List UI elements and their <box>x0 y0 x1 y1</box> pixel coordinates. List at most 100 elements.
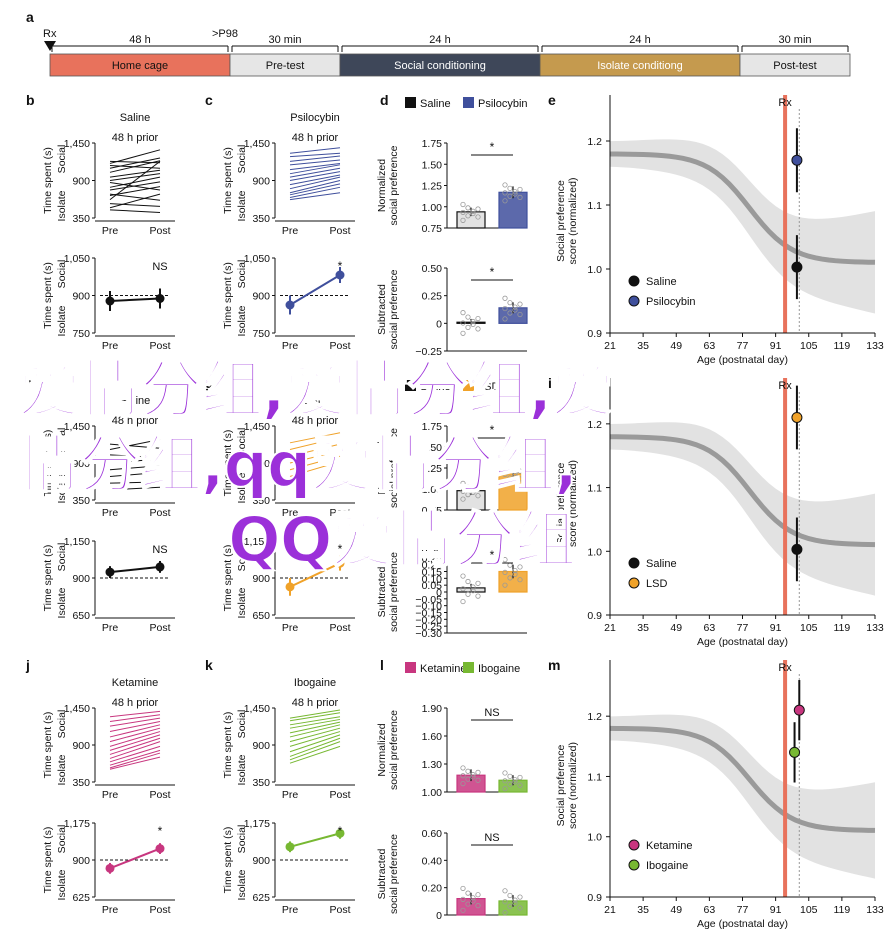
y-tick-label: 1,450 <box>64 138 90 150</box>
x-tick-label: Pre <box>102 789 119 801</box>
subject-line <box>289 171 341 181</box>
y-axis-social-label: Social <box>236 428 248 457</box>
data-point <box>465 324 471 330</box>
mean-line <box>109 297 161 302</box>
data-point <box>470 321 476 328</box>
panel-letter: h <box>380 375 389 391</box>
legend-label: Ibogaine <box>646 860 688 872</box>
y-tick-label: 1.75 <box>422 138 443 150</box>
subject-line <box>289 180 341 194</box>
x-tick-label: 21 <box>604 340 616 352</box>
data-point <box>502 770 508 776</box>
subject-line <box>289 721 341 734</box>
mean-point <box>335 270 345 280</box>
data-point <box>470 210 476 217</box>
x-tick-label: 133 <box>866 904 884 916</box>
significance-label: NS <box>484 832 499 844</box>
y-tick-label: 350 <box>252 777 270 789</box>
y-tick-label: 1.2 <box>587 136 602 148</box>
y-tick-label: 350 <box>252 213 270 225</box>
y-tick-label: 1.25 <box>422 463 443 475</box>
y-axis-social-label: Social <box>236 825 248 854</box>
data-point <box>465 484 471 490</box>
data-point <box>507 781 513 787</box>
x-tick-label: 119 <box>834 622 851 634</box>
y-tick-label: 1,150 <box>244 536 270 548</box>
data-point <box>791 154 803 166</box>
subject-line <box>289 147 341 154</box>
data-point <box>502 569 508 576</box>
subject-line <box>289 737 341 757</box>
y-axis-label: Normalized <box>376 159 388 212</box>
x-tick-label: Post <box>329 789 350 801</box>
x-tick-label: 119 <box>834 904 851 916</box>
significance-label: NS <box>152 261 167 273</box>
y-tick-label: 0.9 <box>587 328 602 340</box>
data-point <box>512 189 518 195</box>
data-point <box>507 193 513 199</box>
significance-label: * <box>490 423 495 437</box>
data-point <box>470 318 476 325</box>
mean-point <box>155 844 165 854</box>
mean-point <box>285 582 295 592</box>
subject-line <box>289 176 341 190</box>
subject-line <box>109 481 161 484</box>
subject-line <box>289 164 341 175</box>
data-point <box>517 476 523 482</box>
y-axis-social-label: Social <box>56 543 68 572</box>
data-point <box>475 315 481 322</box>
data-point <box>460 907 466 913</box>
subject-line <box>289 159 341 166</box>
subject-line <box>289 727 341 743</box>
x-tick-label: 35 <box>637 340 649 352</box>
data-point <box>517 577 523 583</box>
y-tick-label: 0.75 <box>422 223 443 235</box>
data-point <box>512 191 518 197</box>
data-point <box>470 588 476 594</box>
data-point <box>460 480 466 486</box>
subject-line <box>289 174 341 186</box>
x-tick-label: Post <box>149 340 170 352</box>
y-tick-label: 900 <box>72 458 90 470</box>
y-tick-label: 1,050 <box>64 253 90 265</box>
y-axis-label: Time spent (s) <box>222 545 234 612</box>
data-point <box>475 903 481 909</box>
panel-title: Saline <box>120 395 151 407</box>
legend-marker <box>628 859 640 871</box>
data-point <box>460 217 466 223</box>
panel-letter: f <box>26 375 31 391</box>
subject-line <box>289 183 341 196</box>
subject-line <box>289 731 341 747</box>
subject-line <box>109 173 161 181</box>
subject-line <box>289 152 341 158</box>
subject-line <box>289 724 341 738</box>
timeline-rx-label: Rx <box>43 28 57 40</box>
y-axis-isolate-label: Isolate <box>56 869 68 900</box>
data-point <box>465 901 471 907</box>
panel-letter: c <box>205 92 213 108</box>
legend-marker <box>628 839 640 851</box>
y-tick-label: 750 <box>252 328 270 340</box>
y-tick-label: 1,450 <box>244 138 270 150</box>
x-tick-label: Post <box>329 904 350 916</box>
data-point <box>460 320 466 326</box>
y-tick-label: 1.0 <box>587 264 602 276</box>
legend-label: Psilocybin <box>478 98 528 110</box>
subject-line <box>109 720 161 733</box>
y-tick-label: 1,175 <box>64 818 90 830</box>
x-tick-label: Post <box>149 622 170 634</box>
x-tick-label: 105 <box>800 340 818 352</box>
y-tick-label: −0.20 <box>415 614 442 626</box>
data-point <box>465 213 471 219</box>
y-tick-label: 350 <box>72 495 90 507</box>
legend-swatch <box>405 380 416 391</box>
x-axis-label: Age (postnatal day) <box>697 354 788 366</box>
data-point <box>465 314 471 320</box>
data-point <box>460 310 466 316</box>
y-tick-label: 1.2 <box>587 711 602 723</box>
subject-line <box>109 161 161 200</box>
data-point <box>475 593 481 599</box>
panel-title: Ketamine <box>112 677 158 689</box>
panel-letter: m <box>548 657 560 673</box>
